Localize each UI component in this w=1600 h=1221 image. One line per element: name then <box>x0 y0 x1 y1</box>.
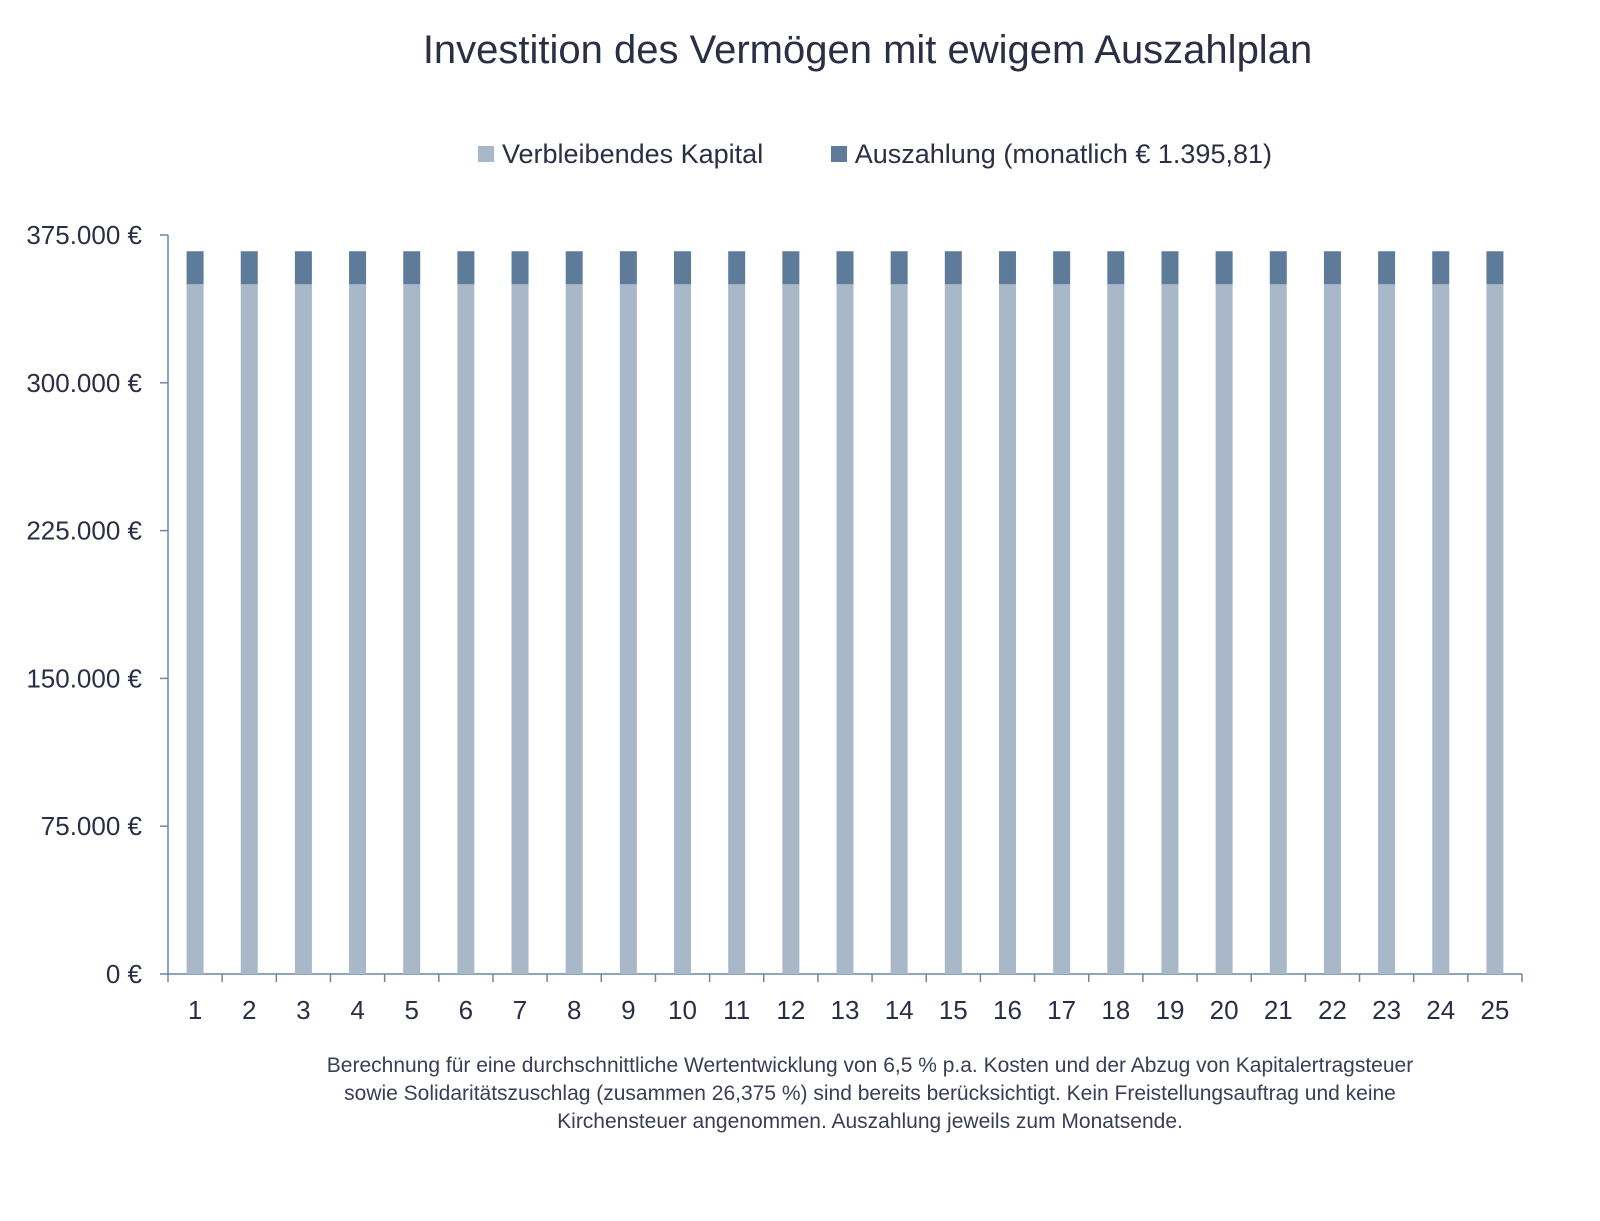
x-tick-label: 11 <box>723 995 750 1025</box>
bar-kapital <box>944 284 962 974</box>
bar-kapital <box>1323 284 1341 974</box>
x-tick-label: 4 <box>350 995 364 1025</box>
bar-auszahlung <box>890 251 908 285</box>
x-tick-label: 7 <box>513 995 527 1025</box>
bar-auszahlung <box>944 251 962 285</box>
x-tick-label: 17 <box>1047 995 1076 1025</box>
bar-auszahlung <box>836 251 854 285</box>
x-tick-label: 23 <box>1372 995 1401 1025</box>
legend-item-kapital: Verbleibendes Kapital <box>478 139 763 170</box>
bar-kapital <box>403 284 421 974</box>
legend-item-auszahlung: Auszahlung (monatlich € 1.395,81) <box>830 138 1272 170</box>
bar-kapital <box>186 284 204 974</box>
x-tick-label: 1 <box>188 995 202 1025</box>
bar-kapital <box>1215 284 1233 974</box>
bar-auszahlung <box>403 251 421 285</box>
bar-auszahlung <box>349 251 367 285</box>
bar-auszahlung <box>1323 251 1341 285</box>
bar-auszahlung <box>294 251 312 285</box>
bar-kapital <box>1161 284 1179 974</box>
bar-auszahlung <box>186 251 204 285</box>
bar-auszahlung <box>1486 251 1504 285</box>
bar-kapital <box>565 284 583 974</box>
x-tick-label: 22 <box>1318 995 1347 1025</box>
y-tick-label: 75.000 € <box>41 811 143 841</box>
y-tick-label: 300.000 € <box>26 368 142 398</box>
x-tick-label: 2 <box>242 995 256 1025</box>
y-tick-label: 0 € <box>106 959 143 989</box>
bar-auszahlung <box>457 251 475 285</box>
y-tick-label: 225.000 € <box>26 516 142 546</box>
bar-kapital <box>1432 284 1450 974</box>
x-tick-label: 5 <box>404 995 418 1025</box>
bar-kapital <box>890 284 908 974</box>
bar-kapital <box>457 284 475 974</box>
x-tick-label: 25 <box>1480 995 1509 1025</box>
bar-kapital <box>674 284 692 974</box>
x-tick-label: 8 <box>567 995 581 1025</box>
x-tick-label: 24 <box>1426 995 1455 1025</box>
x-tick-label: 13 <box>831 995 860 1025</box>
bar-kapital <box>728 284 746 974</box>
bar-auszahlung <box>1161 251 1179 285</box>
bar-kapital <box>349 284 367 974</box>
x-tick-label: 6 <box>459 995 473 1025</box>
bar-auszahlung <box>1432 251 1450 285</box>
bar-auszahlung <box>728 251 746 285</box>
bar-auszahlung <box>998 251 1016 285</box>
bar-kapital <box>1486 284 1504 974</box>
legend-swatch-auszahlung <box>830 146 847 162</box>
bar-auszahlung <box>240 251 258 285</box>
bar-kapital <box>1269 284 1287 974</box>
x-tick-label: 16 <box>993 995 1022 1025</box>
bar-auszahlung <box>1378 251 1396 285</box>
bar-kapital <box>240 284 258 974</box>
legend-label-kapital: Verbleibendes Kapital <box>502 138 764 169</box>
y-tick-label: 150.000 € <box>26 663 142 693</box>
chart-title: Investition des Vermögen mit ewigem Ausz… <box>422 28 1313 72</box>
x-tick-label: 15 <box>939 995 968 1025</box>
bar-auszahlung <box>1269 251 1287 285</box>
bar-kapital <box>782 284 800 974</box>
legend-swatch-kapital <box>478 146 494 162</box>
bar-auszahlung <box>619 251 637 285</box>
y-tick-label: 375.000 € <box>26 220 142 250</box>
bar-auszahlung <box>511 251 529 285</box>
x-tick-label: 18 <box>1101 995 1130 1025</box>
bar-kapital <box>294 284 312 974</box>
bar-kapital <box>1378 284 1396 974</box>
legend-label-auszahlung: Auszahlung (monatlich € 1.395,81) <box>854 138 1272 169</box>
x-tick-label: 14 <box>885 995 914 1025</box>
bar-auszahlung <box>674 251 692 285</box>
bar-kapital <box>1053 284 1071 974</box>
x-tick-label: 20 <box>1210 995 1239 1025</box>
x-tick-label: 3 <box>296 995 310 1025</box>
bar-auszahlung <box>565 251 583 285</box>
footnote: Berechnung für eine durchschnittliche We… <box>326 1054 1414 1133</box>
legend: Verbleibendes Kapital Auszahlung (monatl… <box>0 138 1600 170</box>
bar-kapital <box>836 284 854 974</box>
bar-kapital <box>619 284 637 974</box>
bar-kapital <box>1107 284 1125 974</box>
bar-auszahlung <box>782 251 800 285</box>
bar-auszahlung <box>1215 251 1233 285</box>
x-tick-label: 19 <box>1155 995 1184 1025</box>
bar-kapital <box>511 284 529 974</box>
bar-auszahlung <box>1053 251 1071 285</box>
x-tick-label: 21 <box>1264 995 1293 1025</box>
x-tick-label: 10 <box>668 995 697 1025</box>
bar-kapital <box>998 284 1016 974</box>
x-tick-label: 12 <box>776 995 805 1025</box>
bar-auszahlung <box>1107 251 1125 285</box>
x-tick-label: 9 <box>621 995 635 1025</box>
